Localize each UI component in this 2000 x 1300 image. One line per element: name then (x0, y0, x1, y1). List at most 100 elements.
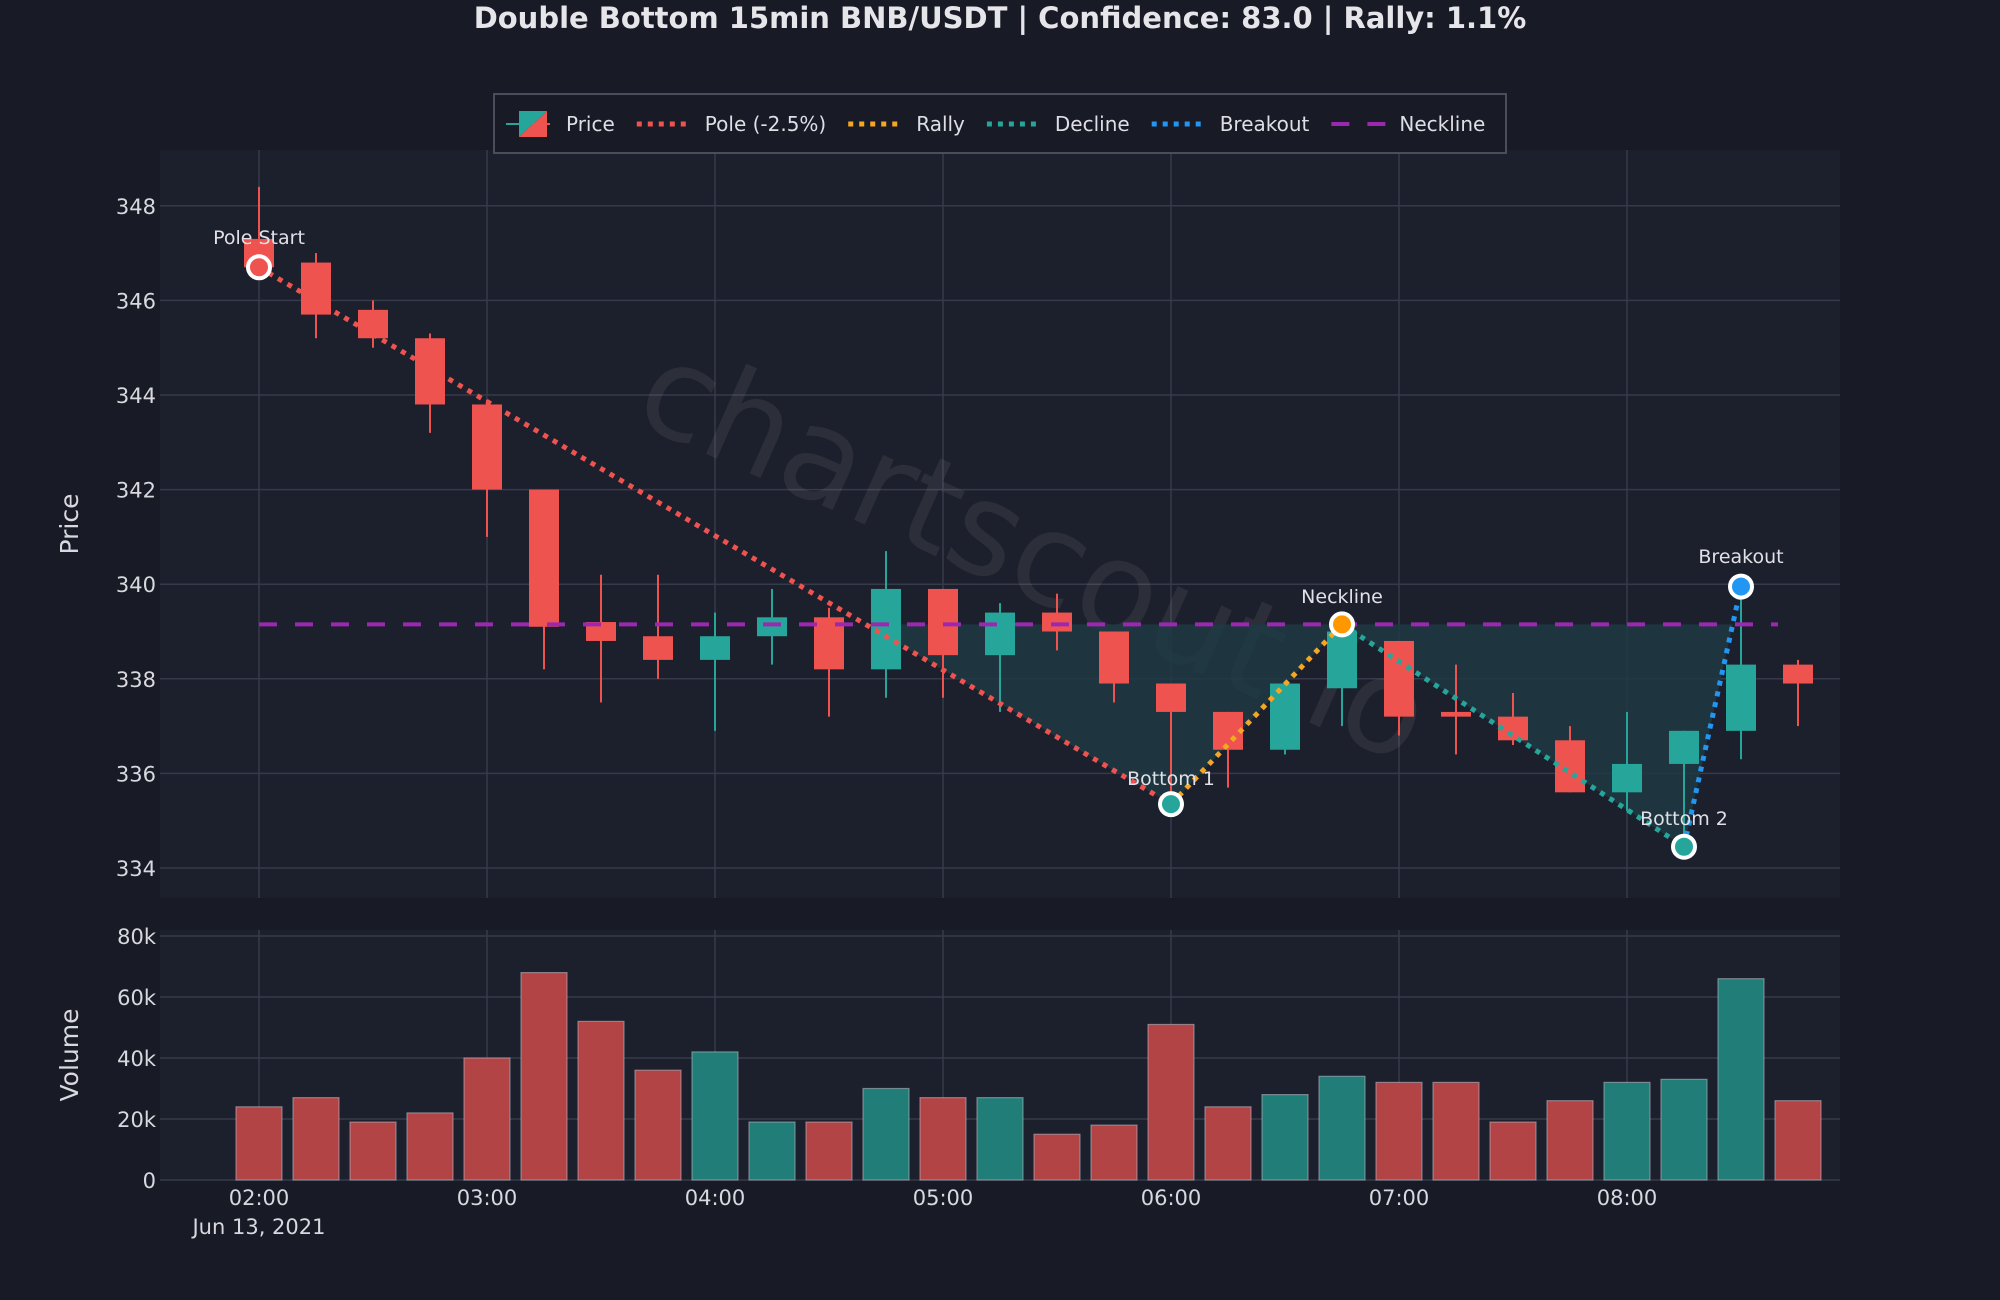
volume-bar-down (919, 1097, 967, 1181)
candle-body (1612, 763, 1642, 793)
candle-up (1327, 626, 1357, 727)
volume-bar-down (463, 1057, 511, 1181)
bottom-2-marker (1671, 833, 1697, 860)
volume-bar-up (1261, 1093, 1309, 1181)
legend-label: Price (566, 112, 615, 136)
rally-line (1169, 622, 1344, 806)
pattern-shaded-region (865, 624, 1733, 847)
volume-bar-down (1147, 1023, 1195, 1181)
price-tick-label: 338 (116, 668, 156, 692)
candle-body (1099, 631, 1129, 684)
breakout-line (1681, 586, 1744, 848)
candle-body (1327, 631, 1357, 689)
volume-bar-up (1660, 1078, 1708, 1181)
candle-down (1213, 711, 1243, 788)
volume-tick-label: 40k (117, 1047, 157, 1071)
legend-item-decline: Decline (986, 112, 1130, 136)
price-tick-label: 336 (116, 762, 156, 786)
candlesticks (244, 186, 1813, 850)
candle-body (358, 309, 388, 339)
candle-down (643, 574, 673, 679)
annotation-pole-start: Pole Start (213, 227, 305, 249)
candle-up (700, 612, 730, 731)
candle-up (985, 603, 1015, 712)
date-label: Jun 13, 2021 (190, 1215, 325, 1239)
volume-bar-up (1318, 1075, 1366, 1181)
volume-bar-down (1774, 1100, 1822, 1181)
candle-down (1441, 664, 1471, 755)
volume-bar-down (406, 1112, 454, 1181)
candle-body (1042, 612, 1072, 632)
candle-body (472, 404, 502, 490)
price-tick-label: 342 (116, 479, 156, 503)
time-tick-label: 05:00 (913, 1186, 974, 1210)
legend-item-price: Price (506, 111, 615, 137)
price-tick-label: 334 (116, 857, 156, 881)
time-tick-label: 07:00 (1369, 1186, 1430, 1210)
volume-bar-up (976, 1097, 1024, 1181)
candle-body (529, 489, 559, 627)
candle-down (529, 489, 559, 670)
volume-bars (235, 971, 1822, 1181)
annotation-bottom-2: Bottom 2 (1640, 808, 1728, 830)
pattern-fill-area (865, 624, 1733, 847)
pattern-markers (246, 254, 1754, 860)
volume-bar-down (1033, 1133, 1081, 1181)
candle-body (1555, 740, 1585, 793)
volume-bar-up (691, 1051, 739, 1181)
time-tick-label: 06:00 (1141, 1186, 1202, 1210)
volume-bar-down (1546, 1100, 1594, 1181)
candle-up (1669, 730, 1699, 850)
volume-bar-down (1489, 1121, 1537, 1181)
legend-label: Decline (1055, 112, 1130, 136)
volume-bar-down (235, 1106, 283, 1181)
legend-label: Pole (-2.5%) (705, 112, 826, 136)
chart-title: Double Bottom 15min BNB/USDT | Confidenc… (474, 1, 1527, 35)
candle-body (985, 612, 1015, 656)
candle-body (1669, 730, 1699, 764)
price-axis-label: Price (55, 494, 84, 555)
candle-body (928, 588, 958, 656)
candle-down (415, 333, 445, 433)
volume-axis-label: Volume (55, 1009, 84, 1102)
candle-up (1726, 588, 1756, 760)
legend-label: Rally (916, 112, 965, 136)
time-axis-ticks: 02:00 03:00 04:00 05:00 06:00 07:00 08:00 (229, 1186, 1658, 1210)
candle-down (1042, 593, 1072, 651)
volume-bar-down (1432, 1081, 1480, 1181)
volume-tick-label: 0 (143, 1169, 156, 1193)
time-tick-label: 02:00 (229, 1186, 290, 1210)
legend-label: Neckline (1399, 112, 1485, 136)
candle-down (1099, 631, 1129, 703)
time-tick-label: 03:00 (457, 1186, 518, 1210)
candle-down (358, 300, 388, 348)
neckline-marker (1329, 611, 1355, 638)
price-tick-label: 348 (116, 195, 156, 219)
volume-bar-down (805, 1121, 853, 1181)
volume-bar-down (520, 971, 568, 1181)
price-tick-label: 344 (116, 384, 156, 408)
time-tick-label: 08:00 (1597, 1186, 1658, 1210)
pole-start-marker (246, 254, 272, 281)
candle-body (1498, 716, 1528, 741)
price-tick-label: 340 (116, 573, 156, 597)
legend: Price Pole (-2.5%) Rally Decline Breakout Nec… (493, 93, 1507, 154)
candle-down (1783, 659, 1813, 727)
annotation-breakout: Breakout (1698, 546, 1783, 568)
volume-bar-up (1717, 978, 1765, 1181)
volume-bar-down (1090, 1124, 1138, 1181)
candle-down (1555, 726, 1585, 793)
candle-body (1441, 711, 1471, 717)
candle-body (757, 617, 787, 637)
volume-axis-ticks: 80k 60k 40k 20k 0 (117, 925, 157, 1193)
volume-bar-down (1375, 1081, 1423, 1181)
legend-item-neckline: Neckline (1331, 112, 1485, 136)
candle-body (415, 338, 445, 405)
pattern-lines (257, 265, 1778, 849)
volume-bar-up (862, 1087, 910, 1181)
time-tick-label: 04:00 (685, 1186, 746, 1210)
candle-down (586, 574, 616, 703)
volume-bar-up (1603, 1081, 1651, 1181)
candle-down (1156, 683, 1186, 802)
